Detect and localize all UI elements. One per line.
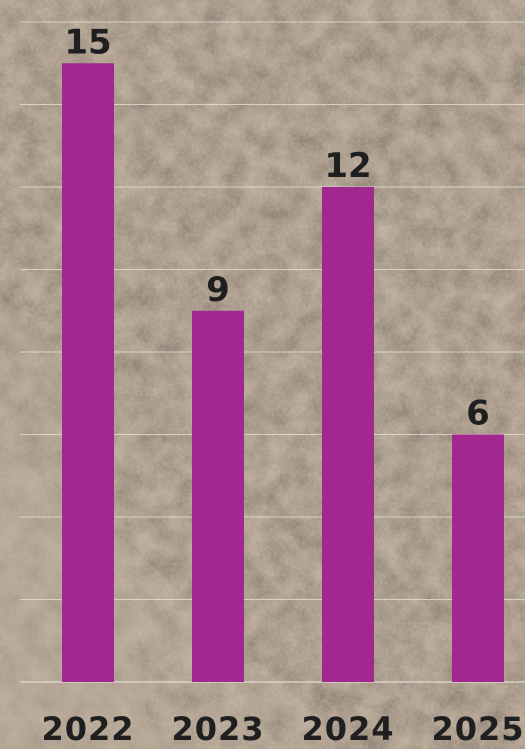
data-labels: 15 9 12 6 — [64, 22, 490, 433]
x-tick-label-2024: 2024 — [301, 710, 394, 748]
x-tick-label-2023: 2023 — [171, 710, 264, 748]
bars — [62, 63, 504, 682]
x-tick-label-2025: 2025 — [431, 710, 524, 748]
bar-2025 — [452, 434, 504, 682]
data-label-2023: 9 — [206, 270, 230, 310]
data-label-2024: 12 — [324, 146, 371, 186]
bar-2023 — [192, 310, 244, 682]
x-axis-tick-labels: 2022 2023 2024 2025 — [41, 710, 524, 748]
bar-2022 — [62, 63, 114, 682]
data-label-2022: 15 — [64, 22, 111, 62]
data-label-2025: 6 — [466, 394, 490, 434]
bar-2024 — [322, 187, 374, 682]
x-tick-label-2022: 2022 — [41, 710, 134, 748]
